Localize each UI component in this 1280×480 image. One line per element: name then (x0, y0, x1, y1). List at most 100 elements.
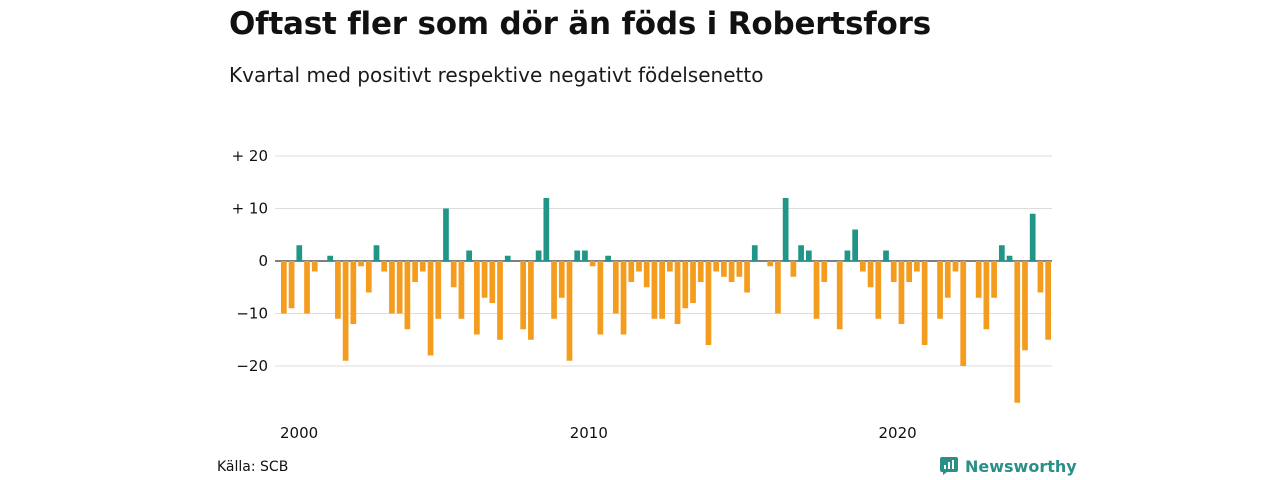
bar-positive (1029, 213, 1036, 261)
bar-negative (813, 261, 820, 319)
bar-negative (790, 261, 797, 277)
bar-negative (620, 261, 627, 335)
y-tick-label: −10 (236, 305, 268, 323)
bar-negative (497, 261, 503, 340)
bar-negative (821, 261, 828, 282)
bar-negative (474, 261, 480, 335)
bar-negative (288, 261, 295, 309)
bar-negative (860, 261, 866, 272)
bar-negative (528, 261, 534, 340)
bar-negative (566, 261, 573, 361)
bar-positive (998, 245, 1005, 261)
source-note: Källa: SCB (217, 459, 289, 475)
bar-positive (782, 198, 789, 261)
bar-negative (458, 261, 465, 319)
bar-negative (450, 261, 457, 288)
brand-name: Newsworthy (965, 456, 1077, 476)
bar-negative (342, 261, 349, 361)
y-axis-ticks: + 20 + 10 0 −10 −20 (232, 147, 268, 375)
bar-negative (775, 261, 781, 314)
bar-negative (597, 261, 604, 335)
bar-negative (651, 261, 658, 319)
bar-positive (605, 255, 611, 261)
bar-negative (983, 261, 990, 330)
bar-negative (481, 261, 488, 298)
y-tick-label: 0 (258, 252, 268, 270)
bar-negative (674, 261, 681, 324)
bars (281, 198, 1051, 403)
y-tick-label: + 20 (232, 147, 268, 165)
x-axis-ticks: 2000 2010 2020 (280, 424, 917, 442)
bar-negative (589, 261, 596, 267)
bar-positive (296, 245, 303, 261)
bar-negative (435, 261, 442, 319)
bar-negative (311, 261, 318, 272)
x-tick-label: 2000 (280, 424, 318, 442)
bar-positive (373, 245, 380, 261)
bar-negative (1022, 261, 1028, 351)
bar-positive (466, 250, 472, 261)
bar-negative (682, 261, 689, 309)
bar-positive (443, 208, 449, 261)
bar-negative (358, 261, 364, 267)
bar-negative (558, 261, 565, 298)
bar-negative (875, 261, 882, 319)
x-tick-label: 2020 (879, 424, 917, 442)
bar-positive (751, 245, 758, 261)
bar-negative (921, 261, 928, 345)
bar-negative (643, 261, 650, 288)
brand-logo[interactable]: Newsworthy (939, 456, 1077, 476)
bar-negative (728, 261, 735, 282)
bar-negative (960, 261, 967, 366)
x-tick-label: 2010 (570, 424, 608, 442)
y-tick-label: + 10 (232, 200, 268, 218)
bar-negative (705, 261, 712, 345)
chart-bubble-icon (940, 457, 958, 475)
bar-positive (844, 250, 851, 261)
bar-negative (381, 261, 388, 272)
bar-negative (335, 261, 341, 319)
bar-positive (504, 255, 511, 261)
bar-negative (404, 261, 411, 330)
bar-negative (520, 261, 527, 330)
bar-positive (883, 250, 889, 261)
bar-positive (1006, 255, 1013, 261)
bar-negative (744, 261, 750, 293)
bar-negative (914, 261, 920, 272)
bar-negative (697, 261, 704, 282)
bar-positive (805, 250, 812, 261)
bar-positive (574, 250, 581, 261)
bar-negative (551, 261, 557, 319)
bar-negative (396, 261, 403, 314)
bar-negative (427, 261, 434, 356)
y-tick-label: −20 (236, 357, 268, 375)
bar-negative (281, 261, 287, 314)
bar-negative (721, 261, 727, 277)
bar-negative (1045, 261, 1051, 340)
bar-negative (867, 261, 874, 288)
bar-negative (736, 261, 743, 277)
chart-subtitle: Kvartal med positivt respektive negativt… (229, 63, 764, 87)
bar-negative (304, 261, 310, 314)
bar-negative (412, 261, 418, 282)
bar-negative (975, 261, 982, 298)
bar-positive (798, 245, 804, 261)
bar-negative (1037, 261, 1044, 293)
bar-positive (543, 198, 550, 261)
bar-positive (327, 255, 334, 261)
bar-negative (365, 261, 372, 293)
bar-negative (350, 261, 357, 324)
bar-negative (659, 261, 665, 319)
bar-negative (767, 261, 774, 267)
bar-negative (952, 261, 959, 272)
bar-negative (389, 261, 395, 314)
bar-negative (489, 261, 496, 303)
bar-negative (836, 261, 843, 330)
bar-negative (991, 261, 997, 298)
chart-title: Oftast fler som dör än föds i Robertsfor… (229, 6, 931, 42)
bar-negative (1014, 261, 1021, 403)
bar-negative (628, 261, 635, 282)
bar-negative (419, 261, 426, 272)
bar-negative (906, 261, 913, 282)
